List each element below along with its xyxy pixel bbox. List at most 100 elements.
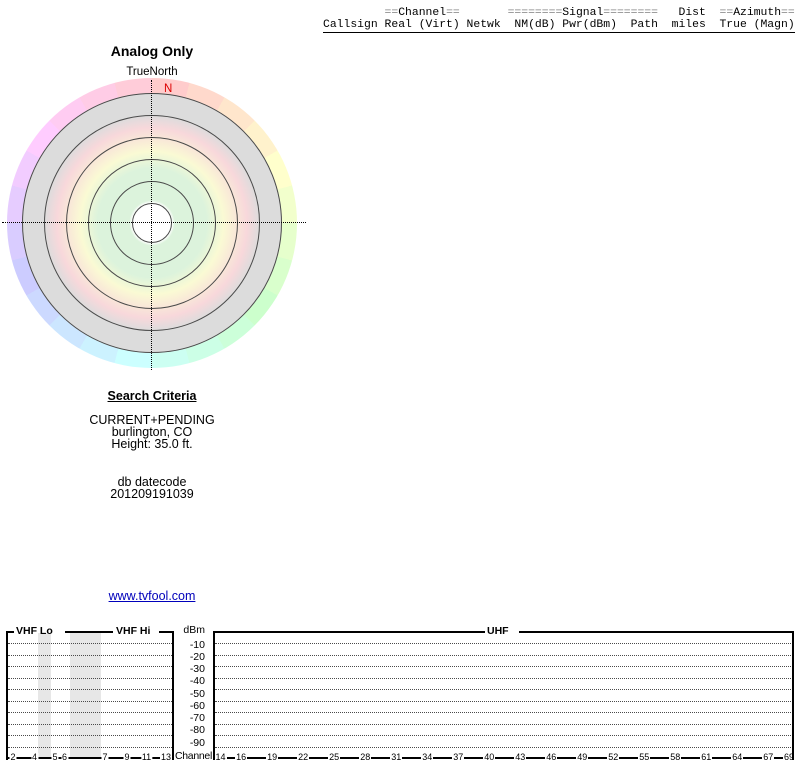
station-table-column-header: Callsign Real (Virt) Netwk NM(dB) Pwr(dB… <box>323 19 795 33</box>
ring-circle <box>22 93 282 353</box>
gridline <box>215 723 791 725</box>
channel-tick-4: 4 <box>30 751 39 762</box>
gridline <box>215 689 791 690</box>
azimuth-group-decoration-right: == <box>781 7 795 19</box>
true-north-label: TrueNorth <box>126 66 178 78</box>
uhf-top-border-1 <box>213 631 485 633</box>
channel-tick-58: 58 <box>669 751 682 762</box>
vhf-fm-gap-band <box>70 633 101 757</box>
ring-circle <box>110 181 194 265</box>
channel-tick-37: 37 <box>452 751 465 762</box>
channel-tick-34: 34 <box>421 751 434 762</box>
dbm-tick--80: -80 <box>189 724 205 737</box>
gridline <box>8 700 172 702</box>
gridline <box>215 677 791 679</box>
vhf-top-border-2 <box>65 631 113 633</box>
channel-group-decoration-right: == <box>446 7 460 19</box>
channel-tick-46: 46 <box>545 751 558 762</box>
uhf-section-label: UHF <box>487 624 509 637</box>
channel-tick-2: 2 <box>9 751 17 762</box>
channel-tick-11: 11 <box>140 751 153 762</box>
gridline <box>215 712 791 713</box>
tvfool-link[interactable]: www.tvfool.com <box>108 589 196 603</box>
signal-group-decoration-left: ======== <box>507 7 563 19</box>
signal-group-label: Signal <box>562 7 604 19</box>
uhf-left-border <box>213 631 215 760</box>
uhf-top-border-2 <box>519 631 794 633</box>
ring-circle <box>88 159 216 287</box>
vhf-hi-section-label: VHF Hi <box>116 624 151 637</box>
channel-tick-5: 5 <box>51 751 59 762</box>
dbm-tick--50: -50 <box>189 687 205 700</box>
search-filter-value: CURRENT+PENDING <box>89 412 215 427</box>
channel-tick-14: 14 <box>214 751 227 762</box>
uhf-right-border <box>792 631 794 760</box>
channel-tick-22: 22 <box>297 751 310 762</box>
ring-circle <box>132 203 172 243</box>
gridline <box>215 735 791 736</box>
channel-tick-25: 25 <box>328 751 341 762</box>
db-datecode-value: 201209191039 <box>110 486 194 501</box>
gridline <box>8 723 172 725</box>
dbm-tick--20: -20 <box>189 650 205 663</box>
azimuth-group-label: Azimuth <box>733 7 782 19</box>
tvfool-link-row: www.tvfool.com <box>7 590 297 603</box>
gridline <box>8 666 172 667</box>
signal-group-decoration-right: ======== <box>603 7 658 19</box>
gridline <box>215 746 791 748</box>
gridline <box>8 643 172 644</box>
channel-tick-43: 43 <box>514 751 527 762</box>
crosshair-horizontal <box>2 222 306 223</box>
channel-tick-69: 69 <box>782 751 795 762</box>
gridline <box>8 689 172 690</box>
channel-tick-13: 13 <box>159 751 173 762</box>
station-table-group-header: ==Channel== ========Signal======== Dist … <box>323 7 795 20</box>
gridline <box>215 666 791 667</box>
dbm-tick--30: -30 <box>189 663 205 675</box>
gridline <box>215 654 791 656</box>
channel-axis-label: Channel <box>174 749 212 762</box>
vhf-gap-band-1 <box>38 633 51 757</box>
dbm-tick--60: -60 <box>189 699 205 712</box>
station-table: ==Channel== ========Signal======== Dist … <box>323 7 795 33</box>
gridline <box>8 746 172 748</box>
channel-group-label: Channel <box>398 7 447 19</box>
channel-group-decoration-left: == <box>384 7 399 19</box>
channel-tick-31: 31 <box>390 751 403 762</box>
search-criteria-heading: Search Criteria <box>107 389 197 403</box>
vhf-left-border <box>6 631 8 760</box>
channel-tick-61: 61 <box>700 751 713 762</box>
gridline <box>215 643 791 644</box>
dbm-tick--40: -40 <box>189 675 205 688</box>
channel-tick-52: 52 <box>607 751 620 762</box>
azimuth-radar-plot <box>7 78 297 368</box>
channel-tick-67: 67 <box>762 751 775 762</box>
vhf-right-border <box>172 631 174 760</box>
ring-circle <box>66 137 238 309</box>
vhf-top-border-3 <box>159 631 174 633</box>
gridline <box>8 677 172 679</box>
channel-tick-16: 16 <box>235 751 248 762</box>
channel-tick-9: 9 <box>123 751 131 762</box>
vhf-top-border-1 <box>6 631 14 633</box>
db-datecode-label: db datecode <box>117 474 187 489</box>
channel-tick-55: 55 <box>638 751 651 762</box>
azimuth-group-decoration-left: == <box>719 7 734 19</box>
radar-title: Analog Only <box>110 43 194 59</box>
dist-group-label: Dist <box>678 7 706 19</box>
channel-tick-6: 6 <box>60 751 69 762</box>
uhf-channel-axis-line <box>213 757 794 759</box>
gridline <box>215 700 791 702</box>
gridline <box>8 654 172 656</box>
channel-tick-64: 64 <box>731 751 744 762</box>
search-height-value: Height: 35.0 ft. <box>111 437 193 452</box>
channel-tick-7: 7 <box>101 751 109 762</box>
dbm-axis-label: dBm <box>183 624 205 636</box>
channel-tick-49: 49 <box>576 751 589 762</box>
dbm-tick--90: -90 <box>189 736 205 749</box>
vhf-lo-section-label: VHF Lo <box>16 624 53 637</box>
dbm-tick--10: -10 <box>189 638 205 651</box>
search-location-value: burlington, CO <box>111 424 193 439</box>
channel-tick-40: 40 <box>483 751 496 762</box>
